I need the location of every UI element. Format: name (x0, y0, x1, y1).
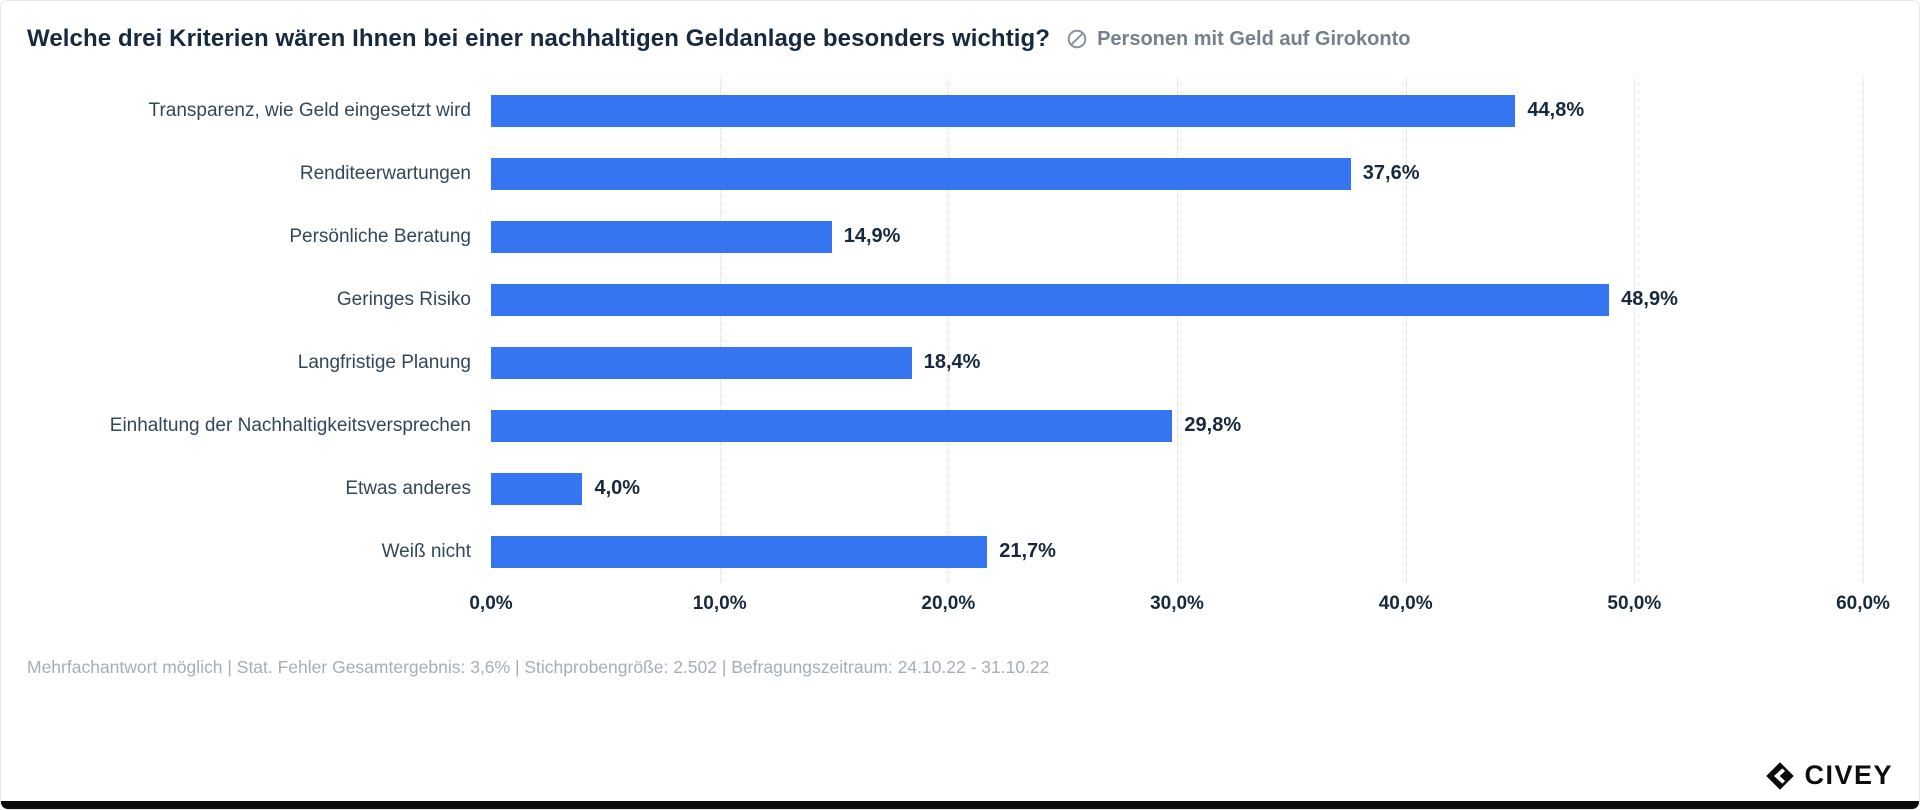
chart-row: Einhaltung der Nachhaltigkeitsverspreche… (1, 394, 1919, 457)
category-label: Etwas anderes (345, 477, 471, 499)
chart-row: Langfristige Planung 18,4% (1, 331, 1919, 394)
gridline (948, 79, 950, 583)
category-label: Geringes Risiko (336, 288, 471, 310)
row-plot: 18,4% (491, 331, 1863, 394)
bar (491, 157, 1351, 190)
value-label: 14,9% (843, 225, 901, 247)
x-axis-tick: 10,0% (692, 593, 747, 614)
category-label: Persönliche Beratung (289, 225, 471, 247)
row-plot: 4,0% (491, 457, 1863, 520)
value-label: 21,7% (999, 540, 1056, 562)
bottom-bar (1, 801, 1919, 809)
chart-rows: Transparenz, wie Geld eingesetzt wird 44,… (1, 79, 1919, 583)
x-axis-tick: 30,0% (1150, 593, 1204, 614)
row-plot: 21,7% (491, 520, 1863, 583)
gridline (1177, 79, 1178, 583)
value-label: 29,8% (1184, 414, 1242, 436)
x-axis: 0,0% 10,0% 20,0% 30,0% 40,0% 50,0% 60,0% (469, 589, 1890, 623)
chart-row: Renditeerwartungen 37,6% (1, 142, 1919, 205)
value-label: 48,9% (1621, 288, 1678, 310)
bar (491, 535, 988, 568)
row-plot: 44,8% (491, 79, 1863, 142)
header: Welche drei Kriterien wären Ihnen bei ei… (1, 1, 1919, 53)
footnote: Mehrfachantwort möglich | Stat. Fehler G… (27, 657, 1050, 677)
chart-row: Persönliche Beratung 14,9% (1, 205, 1919, 268)
audience-label: Personen mit Geld auf Girokonto (1097, 27, 1411, 50)
bar (491, 346, 912, 379)
category-label: Einhaltung der Nachhaltigkeitsverspreche… (109, 414, 471, 436)
row-plot: 14,9% (491, 205, 1863, 268)
gridline (719, 79, 721, 583)
value-label: 37,6% (1362, 162, 1420, 184)
x-axis-tick: 20,0% (921, 593, 976, 614)
civey-logo-icon (1766, 761, 1795, 790)
row-plot: 37,6% (491, 142, 1863, 205)
x-axis-tick: 40,0% (1378, 593, 1433, 614)
value-label: 44,8% (1527, 99, 1585, 121)
slashed-circle-icon (1067, 29, 1087, 49)
bar (491, 94, 1516, 127)
bar-chart: Transparenz, wie Geld eingesetzt wird 44,… (1, 79, 1919, 623)
gridline (1863, 79, 1864, 583)
category-label: Transparenz, wie Geld eingesetzt wird (148, 99, 471, 121)
row-plot: 48,9% (491, 268, 1863, 331)
value-label: 18,4% (923, 351, 981, 373)
bar (491, 409, 1173, 442)
bar (491, 283, 1610, 316)
bar (491, 220, 832, 253)
category-label: Langfristige Planung (297, 351, 471, 373)
page-title: Welche drei Kriterien wären Ihnen bei ei… (27, 25, 1051, 52)
category-label: Renditeerwartungen (299, 162, 471, 184)
gridlines (491, 79, 1864, 583)
chart-row: Etwas anderes 4,0% (1, 457, 1919, 520)
chart-row: Geringes Risiko 48,9% (1, 268, 1919, 331)
chart-row: Weiß nicht 21,7% (1, 520, 1919, 583)
bar (491, 472, 583, 505)
category-label: Weiß nicht (381, 540, 471, 562)
x-axis-tick: 60,0% (1836, 593, 1890, 614)
civey-logo: CIVEY (1765, 760, 1893, 791)
chart-row: Transparenz, wie Geld eingesetzt wird 44,… (1, 79, 1919, 142)
row-plot: 29,8% (491, 394, 1863, 457)
gridline (1634, 79, 1636, 583)
audience-badge: Personen mit Geld auf Girokonto (1066, 28, 1410, 51)
gridline (1405, 79, 1407, 583)
x-axis-tick: 50,0% (1607, 593, 1662, 614)
x-axis-tick: 0,0% (469, 593, 513, 614)
value-label: 4,0% (594, 477, 641, 499)
civey-logo-text: CIVEY (1804, 760, 1893, 790)
